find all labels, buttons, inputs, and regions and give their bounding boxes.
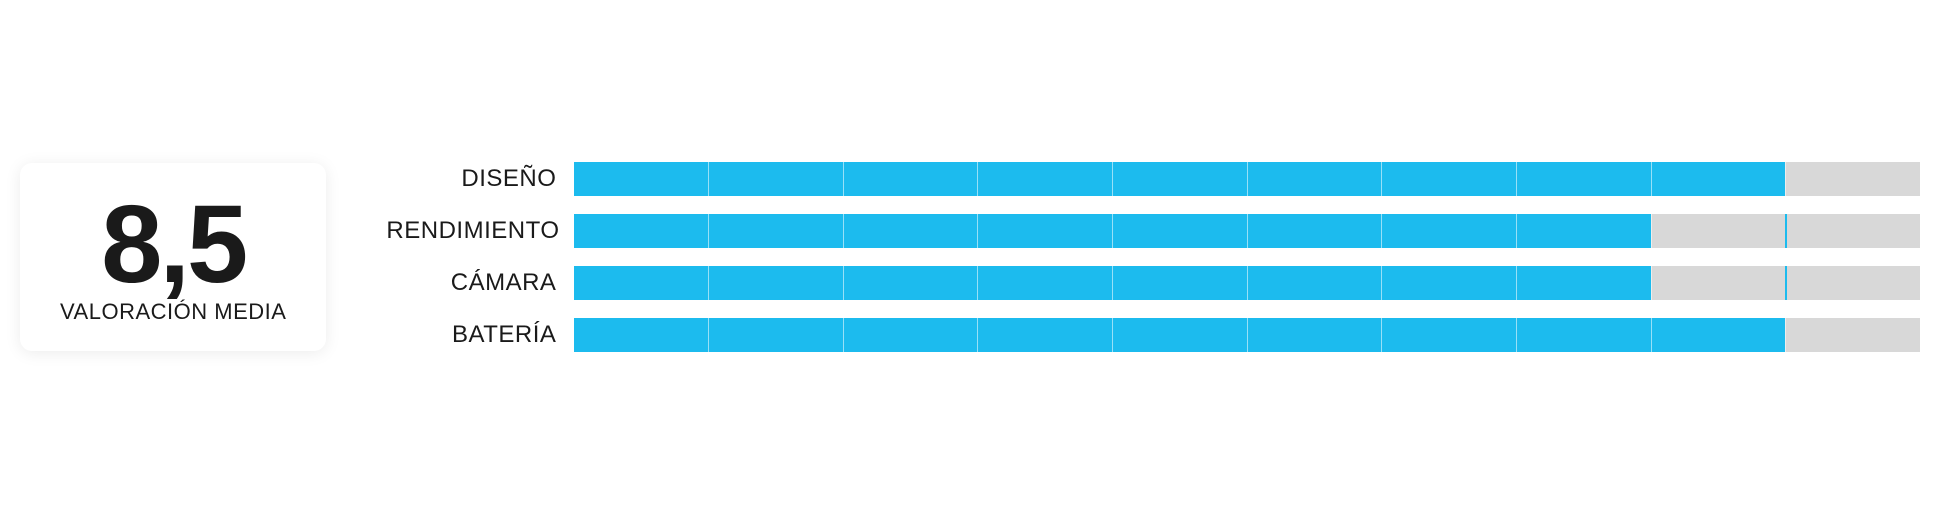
bar-tick <box>844 266 979 300</box>
bar-tick <box>844 162 979 196</box>
bar-tick <box>1517 318 1652 352</box>
bar-tick <box>1248 162 1383 196</box>
bar-ticks <box>574 214 1920 248</box>
bar-ticks <box>574 318 1920 352</box>
bar-tick <box>1786 162 1920 196</box>
bar-tick <box>709 214 844 248</box>
bar-tick <box>1652 266 1787 300</box>
bar-tick <box>1517 162 1652 196</box>
bar-tick <box>1113 318 1248 352</box>
bar-tick <box>1113 214 1248 248</box>
bar-row: DISEÑO <box>386 162 1920 196</box>
bar-tick <box>709 318 844 352</box>
bar-tick <box>1517 214 1652 248</box>
bar-tick <box>1786 266 1920 300</box>
bar-tick <box>709 266 844 300</box>
bar-tick <box>1382 266 1517 300</box>
bar-label: BATERÍA <box>386 321 556 349</box>
bar-row: CÁMARA <box>386 266 1920 300</box>
rating-container: 8,5 VALORACIÓN MEDIA DISEÑO RENDIMIENTO CÁ… <box>20 162 1940 352</box>
bar-tick <box>1248 214 1383 248</box>
bar-row: RENDIMIENTO <box>386 214 1920 248</box>
score-value: 8,5 <box>101 193 245 298</box>
bar-tick <box>1786 318 1920 352</box>
bar-tick <box>978 266 1113 300</box>
bar-tick <box>1652 214 1787 248</box>
bar-tick <box>1652 162 1787 196</box>
bar-tick <box>844 318 979 352</box>
bar-tick <box>574 162 709 196</box>
bar-tick <box>1113 266 1248 300</box>
bar-tick <box>978 214 1113 248</box>
bar-tick <box>1517 266 1652 300</box>
score-label: VALORACIÓN MEDIA <box>60 299 286 325</box>
bar-tick <box>1382 318 1517 352</box>
bar-tick <box>574 266 709 300</box>
bar-marker <box>1785 214 1787 248</box>
score-card: 8,5 VALORACIÓN MEDIA <box>20 163 326 352</box>
bar-row: BATERÍA <box>386 318 1920 352</box>
bar-track <box>574 266 1920 300</box>
bar-tick <box>574 214 709 248</box>
bar-ticks <box>574 162 1920 196</box>
bar-tick <box>844 214 979 248</box>
bar-label: DISEÑO <box>386 165 556 193</box>
bar-ticks <box>574 266 1920 300</box>
bar-tick <box>1248 266 1383 300</box>
bar-tick <box>1786 214 1920 248</box>
bar-tick <box>1652 318 1787 352</box>
bar-tick <box>574 318 709 352</box>
bar-tick <box>1382 214 1517 248</box>
bar-tick <box>1113 162 1248 196</box>
bar-tick <box>1248 318 1383 352</box>
bar-track <box>574 162 1920 196</box>
bar-tick <box>1382 162 1517 196</box>
bar-label: RENDIMIENTO <box>386 217 556 245</box>
bars-section: DISEÑO RENDIMIENTO CÁMARA BATERÍA <box>386 162 1940 352</box>
bar-marker <box>1785 266 1787 300</box>
bar-tick <box>709 162 844 196</box>
bar-track <box>574 318 1920 352</box>
bar-label: CÁMARA <box>386 269 556 297</box>
bar-track <box>574 214 1920 248</box>
bar-tick <box>978 318 1113 352</box>
bar-tick <box>978 162 1113 196</box>
